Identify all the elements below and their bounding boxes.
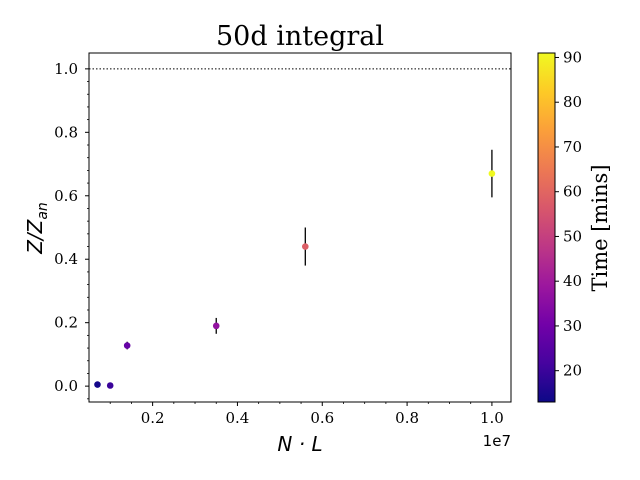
data-point [488, 170, 496, 177]
colorbar-bar [537, 52, 556, 403]
x-tick-label: 1.0 [480, 409, 504, 427]
colorbar-tick-label: 70 [563, 138, 582, 156]
x-tick-label: 0.8 [395, 409, 419, 427]
plot-area [89, 68, 511, 389]
x-offset-label: 1e7 [483, 432, 511, 450]
colorbar-label: Time [mins] [588, 164, 612, 291]
y-tick-label: 1.0 [54, 60, 78, 78]
y-axis-label: Z/Zan [23, 202, 51, 255]
colorbar-tick-label: 60 [563, 183, 582, 201]
y-tick-label: 0.4 [54, 250, 78, 268]
y-tick-label: 0.6 [54, 187, 78, 205]
chart-title: 50d integral [216, 21, 384, 52]
x-axis-label-text: N · L [277, 432, 322, 456]
x-axis-label: N · L [277, 432, 322, 456]
colorbar-tick-label: 90 [563, 48, 582, 66]
data-point [123, 342, 131, 349]
data-point [106, 382, 114, 389]
colorbar-tick-label: 80 [563, 93, 582, 111]
plot-frame [88, 52, 512, 403]
y-axis-label-main: Z/Z [23, 218, 47, 254]
colorbar-tick-label: 30 [563, 317, 582, 335]
data-point [212, 322, 220, 330]
y-tick-label: 0.8 [54, 123, 78, 141]
x-tick-label: 0.2 [141, 409, 165, 427]
y-axis-label-subscript: an [35, 202, 51, 219]
colorbar-tick-label: 40 [563, 272, 582, 290]
x-tick-label: 0.6 [310, 409, 334, 427]
data-point [302, 243, 309, 250]
x-tick-label: 0.4 [226, 409, 250, 427]
y-tick-label: 0.2 [54, 314, 78, 332]
colorbar: 20 30 40 50 60 70 80 90 [537, 48, 582, 403]
y-axis-label-text: Z/Zan [23, 202, 51, 255]
colorbar-tick-label: 20 [563, 362, 582, 380]
data-point [94, 381, 101, 388]
y-tick-label: 0.0 [54, 377, 78, 395]
colorbar-tick-label: 50 [563, 227, 582, 245]
